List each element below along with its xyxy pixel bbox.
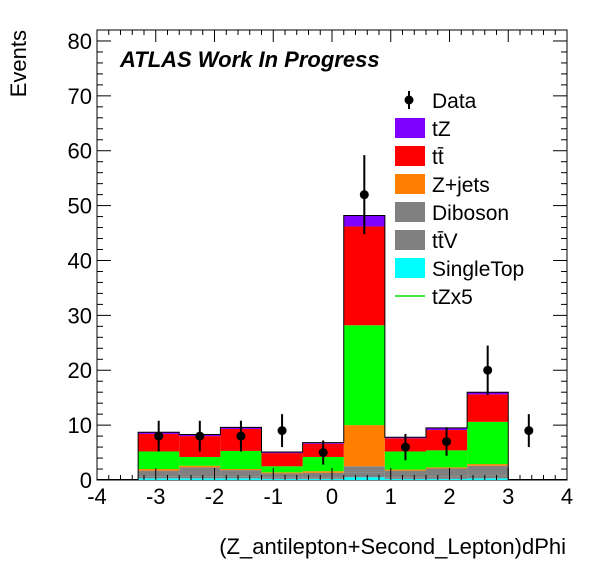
- bar-tt-3: [261, 453, 303, 467]
- legend-label-tt-: tt̄: [432, 146, 444, 169]
- legend-label-singletop: SingleTop: [432, 258, 524, 281]
- bar-ttv-6: [384, 477, 426, 479]
- bar-diboson-5: [343, 466, 385, 473]
- bar-z-jets-5: [343, 425, 385, 467]
- bar-singletop-1: [179, 478, 221, 480]
- bar-singletop-6: [384, 478, 426, 480]
- legend-swatch-z-jets: [395, 174, 425, 194]
- bar-singletop-8: [467, 478, 509, 480]
- bar-singletop-4: [302, 478, 344, 480]
- legend-swatch-singletop: [395, 258, 425, 278]
- stacked-histogram: [97, 214, 567, 480]
- bar-ttv-8: [467, 475, 509, 479]
- bar-tt-5: [343, 226, 385, 326]
- data-point: [277, 426, 287, 436]
- bar-tzx5-1: [179, 456, 221, 466]
- y-tick-label: 60: [68, 139, 92, 164]
- bar-diboson-4: [302, 472, 344, 478]
- x-tick-label: 3: [502, 484, 514, 509]
- bar-ttv-4: [302, 477, 344, 479]
- bar-tzx5-5: [343, 325, 385, 426]
- chart-title: ATLAS Work In Progress: [119, 47, 380, 72]
- bar-ttv-3: [261, 477, 303, 479]
- data-point: [442, 437, 452, 447]
- x-axis-label: (Z_antilepton+Second_Lepton)dPhi: [219, 534, 566, 559]
- y-tick-label: 20: [68, 358, 92, 383]
- bar-z-jets-1: [179, 465, 221, 468]
- bar-ttv-2: [220, 476, 262, 479]
- x-tick-label: 0: [326, 484, 338, 509]
- bar-z-jets-2: [220, 469, 262, 471]
- bar-tzx5-6: [384, 451, 426, 470]
- bar-diboson-6: [384, 470, 426, 478]
- bar-ttv-5: [343, 472, 385, 478]
- bar-diboson-7: [426, 468, 468, 477]
- data-point: [154, 431, 164, 441]
- bar-diboson-1: [179, 467, 221, 477]
- x-tick-label: 1: [385, 484, 397, 509]
- data-points: [154, 155, 534, 465]
- bar-ttv-1: [179, 476, 221, 479]
- legend-swatch-diboson: [395, 202, 425, 222]
- bar-tz-3: [261, 452, 303, 454]
- legend-label-z-jets: Z+jets: [432, 174, 490, 197]
- bar-tzx5-7: [426, 450, 468, 468]
- data-point: [483, 365, 493, 375]
- bar-z-jets-3: [261, 472, 303, 474]
- bar-diboson-0: [138, 470, 180, 477]
- bar-ttv-7: [426, 476, 468, 479]
- data-point: [359, 190, 369, 200]
- bar-singletop-3: [261, 478, 303, 480]
- legend-label-tzx5: tZx5: [432, 286, 473, 309]
- bar-z-jets-0: [138, 469, 180, 471]
- bar-tt-8: [467, 394, 509, 422]
- bar-diboson-8: [467, 465, 509, 476]
- legend-swatch-tt-: [395, 146, 425, 166]
- bar-ttv-0: [138, 476, 180, 479]
- data-point: [524, 426, 534, 436]
- x-tick-label: 2: [443, 484, 455, 509]
- bar-tzx5-2: [220, 450, 262, 470]
- bar-tzx5-8: [467, 421, 509, 465]
- data-point: [400, 442, 410, 452]
- bar-z-jets-7: [426, 467, 468, 469]
- y-tick-label: 70: [68, 84, 92, 109]
- bar-z-jets-4: [302, 471, 344, 473]
- bar-singletop-7: [426, 478, 468, 480]
- bar-diboson-3: [261, 473, 303, 478]
- bar-singletop-0: [138, 478, 180, 480]
- legend-marker: [404, 95, 414, 105]
- bar-z-jets-8: [467, 464, 509, 466]
- y-tick-label: 80: [68, 29, 92, 54]
- y-tick-label: 30: [68, 303, 92, 328]
- x-tick-label: -4: [87, 484, 107, 509]
- legend-swatch-tt-v: [395, 230, 425, 250]
- legend-label-tz: tZ: [432, 118, 451, 141]
- x-tick-label: -2: [205, 484, 225, 509]
- legend: Data tZ tt̄ Z+jets Diboson tt̄V SingleTop tZx5: [395, 90, 524, 309]
- bar-z-jets-6: [384, 469, 426, 471]
- bar-tzx5-3: [261, 466, 303, 473]
- legend-label-data: Data: [432, 90, 477, 113]
- bar-singletop-5: [343, 477, 385, 480]
- bar-diboson-2: [220, 470, 262, 477]
- legend-label-diboson: Diboson: [432, 202, 509, 225]
- x-tick-label: 4: [561, 484, 573, 509]
- legend-swatch-tz: [395, 118, 425, 138]
- y-axis-label: Events: [6, 30, 31, 97]
- bar-tzx5-0: [138, 451, 180, 470]
- data-point: [236, 431, 246, 441]
- y-tick-label: 0: [80, 468, 92, 493]
- x-tick-label: -1: [263, 484, 283, 509]
- data-point: [195, 431, 205, 441]
- x-tick-label: -3: [146, 484, 166, 509]
- y-tick-label: 50: [68, 194, 92, 219]
- data-point: [318, 448, 328, 458]
- bar-singletop-2: [220, 478, 262, 480]
- legend-label-tt-v: tt̄V: [432, 230, 458, 253]
- y-tick-label: 40: [68, 248, 92, 273]
- y-tick-label: 10: [68, 413, 92, 438]
